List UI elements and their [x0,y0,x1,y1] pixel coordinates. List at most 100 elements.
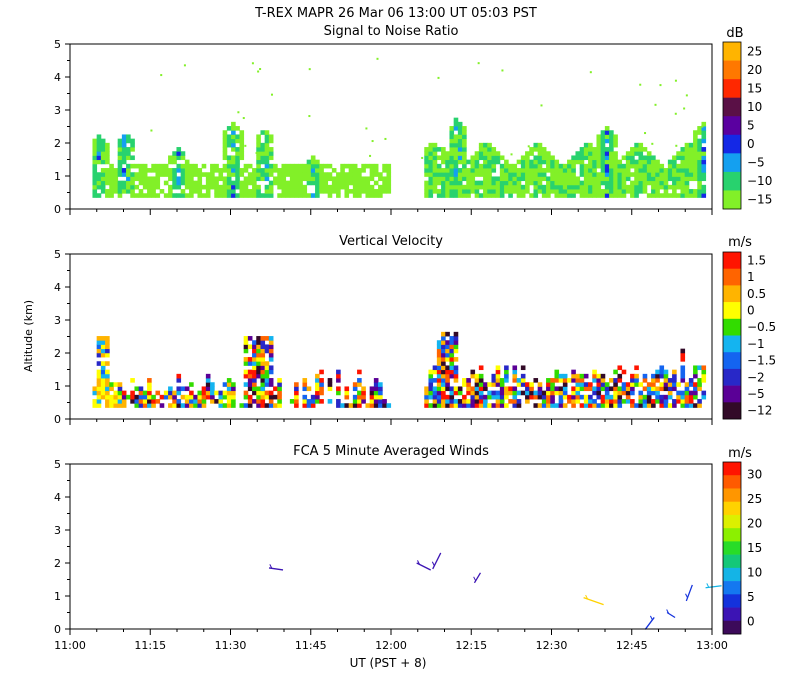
snr-cell [184,172,190,177]
snr-cell [676,193,681,198]
snr-cell [218,193,224,198]
vv-cell [247,394,253,400]
vv-cell [667,390,673,396]
snr-cell [525,159,530,165]
vv-cell [184,394,190,400]
vv-cell [525,399,530,404]
snr-cell [298,180,303,186]
winds-data-area [268,552,722,630]
snr-cell [499,168,505,173]
snr-cell [453,121,459,127]
vv-cell [243,373,249,379]
snr-cell [142,184,148,190]
vv-cell [449,386,455,392]
vv-cell [428,369,434,375]
vv-cell [126,394,131,400]
vv-cell [701,390,707,396]
snr-cell [583,155,589,161]
snr-cell [268,193,274,198]
snr-cell [529,172,534,177]
vv-cell [638,382,644,387]
colorbar-label: 0 [747,137,755,151]
snr-cell [533,147,539,152]
snr-cell [168,159,173,165]
snr-cell [222,189,228,194]
vv-cell [613,394,618,400]
vv-cell [449,403,455,408]
snr-cell [189,176,194,182]
vv-cell [319,369,324,375]
colorbar-swatch [723,368,741,386]
snr-cell [478,142,484,148]
y-tick-label: 2 [54,347,61,360]
snr-cell [348,163,354,169]
snr-cell [604,159,610,165]
vv-cell [550,394,555,400]
vv-cell [176,373,182,379]
snr-cell [197,189,203,194]
snr-cell [126,184,131,190]
vv-cell [445,373,450,379]
vv-cell [277,378,282,383]
snr-cell [470,155,476,161]
vv-cell [134,386,140,392]
snr-cell [512,168,518,173]
snr-cell [247,193,253,198]
snr-speckle [270,93,273,96]
snr-cell [625,159,631,165]
snr-cell [487,193,492,198]
snr-cell [256,142,261,148]
vv-cell [495,373,501,379]
snr-cell [344,193,350,198]
snr-cell [646,168,652,173]
snr-cell [470,163,476,169]
snr-cell [604,176,610,182]
snr-cell [336,184,341,190]
y-tick-label: 5 [54,248,61,261]
vv-cell [100,382,106,387]
vv-cell [579,386,585,392]
snr-cell [239,184,245,190]
snr-speckle [242,117,245,120]
vv-cell [277,386,282,392]
snr-cell [672,176,677,182]
snr-cell [428,168,434,173]
snr-cell [609,176,614,182]
snr-cell [483,163,488,169]
snr-speckle [384,137,387,140]
snr-cell [348,176,354,182]
snr-cell [617,168,623,173]
snr-cell [554,193,560,198]
vv-cell [453,378,459,383]
snr-cell [386,168,392,173]
snr-cell [558,168,564,173]
vv-cell [495,394,501,400]
vv-cell [483,394,488,400]
snr-cell [323,176,329,182]
snr-cell [659,176,665,182]
vv-cell [92,386,98,392]
vv-cell [256,390,261,396]
snr-cell [231,121,236,127]
vv-cell [583,373,589,379]
vv-cell [252,344,257,350]
snr-cell [340,163,345,169]
colorbar-swatch [723,620,741,635]
vv-cell [642,386,648,392]
snr-cell [600,151,606,156]
snr-cell [638,172,644,177]
snr-cell [579,193,585,198]
vv-cell [579,378,585,383]
vv-cell [264,378,270,383]
vv-cell [579,394,585,400]
vv-cell [571,403,576,408]
vv-cell [571,386,576,392]
snr-cell [487,155,492,161]
snr-cell [336,172,341,177]
snr-cell [315,193,320,198]
snr-cell [281,176,287,182]
snr-cell [226,155,232,161]
snr-cell [205,176,211,182]
vv-cell [550,390,555,396]
snr-cell [100,168,106,173]
